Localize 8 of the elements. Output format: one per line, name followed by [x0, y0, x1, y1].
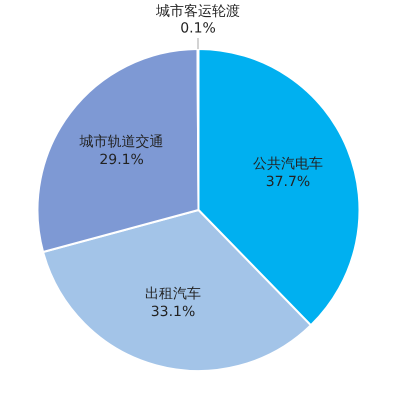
- data-label: 37.7%: [266, 174, 310, 190]
- data-label: 0.1%: [180, 20, 216, 37]
- slice-label: 城市轨道交通: [78, 134, 164, 150]
- slice-label: 城市客运轮渡: [154, 4, 240, 20]
- slice-label: 公共汽电车: [252, 156, 323, 172]
- data-label: 29.1%: [99, 152, 144, 168]
- data-label: 33.1%: [150, 304, 196, 320]
- slice-label: 出租汽车: [145, 286, 202, 302]
